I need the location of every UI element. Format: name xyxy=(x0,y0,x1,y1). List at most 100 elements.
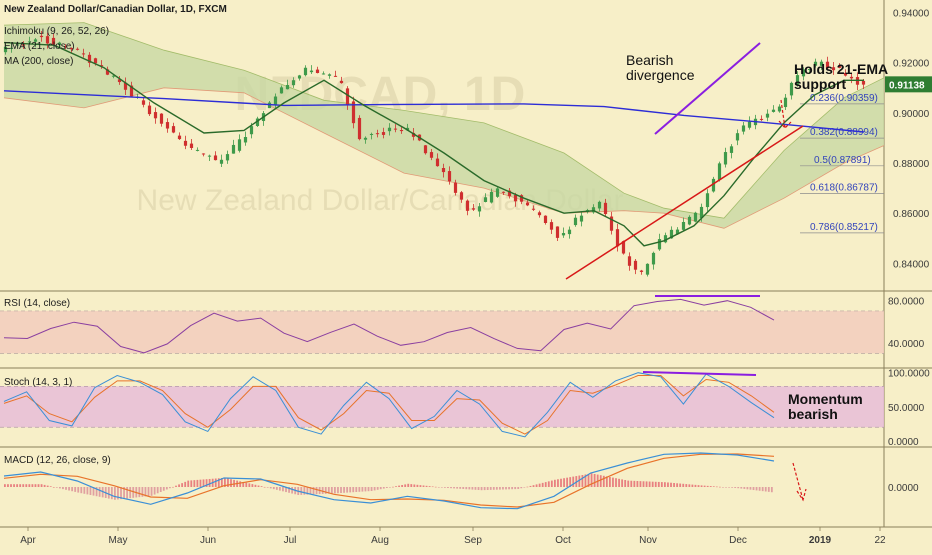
candle-body xyxy=(57,42,62,46)
macd-hist-bar xyxy=(535,484,538,487)
macd-hist-bar xyxy=(77,487,80,493)
candle-body xyxy=(93,58,98,64)
macd-hist-bar xyxy=(385,487,388,488)
macd-hist-bar xyxy=(495,487,498,490)
candle-body xyxy=(675,229,680,235)
candle-body xyxy=(405,127,410,131)
fib-label-1: 0.382(0.88994) xyxy=(810,127,878,138)
x-tick-label-7: Nov xyxy=(639,535,657,546)
candle-body xyxy=(825,61,830,69)
macd-hist-bar xyxy=(309,487,312,495)
candle-body xyxy=(285,85,290,90)
x-tick-label-5: Sep xyxy=(464,535,482,546)
macd-hist-bar xyxy=(471,487,474,490)
macd-hist-bar xyxy=(376,487,379,490)
macd-hist-bar xyxy=(181,483,184,487)
candle-body xyxy=(345,88,350,106)
macd-line xyxy=(3,452,775,510)
macd-hist-bar xyxy=(123,487,125,499)
macd-hist-bar xyxy=(462,487,465,489)
candle-body xyxy=(165,122,170,129)
macd-hist-bar xyxy=(550,480,553,487)
candle-body xyxy=(435,158,440,167)
macd-hist-bar xyxy=(740,487,743,489)
macd-hist-bar xyxy=(489,487,492,490)
macd-hist-bar xyxy=(709,486,712,487)
macd-hist-bar xyxy=(700,485,703,487)
macd-hist-bar xyxy=(46,485,49,487)
candle-body xyxy=(603,202,608,215)
macd-tick-0: 0.0000 xyxy=(888,483,919,494)
macd-hist-bar xyxy=(367,487,370,492)
macd-hist-bar xyxy=(557,479,559,487)
stoch-tick-1: 50.0000 xyxy=(888,403,925,414)
candle-body xyxy=(153,112,158,119)
candle-body xyxy=(111,75,116,77)
macd-hist-bar xyxy=(654,481,657,487)
macd-hist-bar xyxy=(248,483,251,487)
candle-body xyxy=(609,216,614,231)
candle-body xyxy=(171,126,176,133)
candle-body xyxy=(231,144,236,154)
stoch-label: Stoch (14, 3, 1) xyxy=(4,377,72,388)
ichimoku-span-a xyxy=(3,22,885,219)
macd-hist-bar xyxy=(761,487,764,492)
x-tick-label-3: Jul xyxy=(284,535,297,546)
macd-hist-bar xyxy=(337,487,339,494)
candle-body xyxy=(597,201,602,209)
macd-hist-bar xyxy=(379,487,382,490)
macd-hist-bar xyxy=(92,487,95,496)
macd-hist-bar xyxy=(370,487,373,491)
stoch-divergence-line xyxy=(642,371,757,376)
macd-hist-bar xyxy=(676,483,679,487)
y-tick-label-0: 0.94000 xyxy=(893,9,930,20)
candle-body xyxy=(393,128,398,130)
candle-body xyxy=(33,39,38,42)
macd-hist-bar xyxy=(43,484,46,487)
candle-body xyxy=(255,118,260,126)
macd-hist-bar xyxy=(609,477,611,487)
macd-hist-bar xyxy=(324,487,327,494)
candle-body xyxy=(681,221,686,230)
macd-hist-bar xyxy=(193,480,196,487)
candle-body xyxy=(399,129,404,132)
candle-body xyxy=(423,145,428,154)
x-tick-label-4: Aug xyxy=(371,535,389,546)
candle-body xyxy=(513,194,518,202)
macd-hist-bar xyxy=(633,480,636,487)
macd-hist-bar xyxy=(62,487,64,490)
candle-body xyxy=(759,118,764,120)
macd-hist-bar xyxy=(694,484,697,487)
candle-body xyxy=(801,69,806,77)
candle-body xyxy=(27,41,32,43)
candle-body xyxy=(339,80,344,84)
macd-hist-bar xyxy=(364,487,367,492)
macd-label: MACD (12, 26, close, 9) xyxy=(4,455,111,466)
candle-body xyxy=(687,216,692,225)
candle-body xyxy=(123,82,128,90)
candle-body xyxy=(147,105,152,115)
macd-hist-bar xyxy=(499,487,501,490)
candle-body xyxy=(81,53,86,55)
candle-body xyxy=(375,133,380,135)
candle-body xyxy=(843,72,848,76)
macd-hist-bar xyxy=(425,485,428,487)
macd-hist-bar xyxy=(746,487,749,490)
candle-body xyxy=(99,65,104,67)
macd-hist-bar xyxy=(352,487,355,493)
candle-body xyxy=(249,126,254,135)
macd-hist-bar xyxy=(107,487,110,499)
x-tick-label-0: Apr xyxy=(20,535,36,546)
macd-hist-bar xyxy=(547,481,550,487)
candle-body xyxy=(657,239,662,250)
macd-hist-bar xyxy=(34,484,37,487)
macd-hist-bar xyxy=(755,487,758,491)
candle-body xyxy=(705,193,710,208)
candle-body xyxy=(531,208,536,210)
macd-hist-bar xyxy=(129,487,132,499)
macd-hist-bar xyxy=(667,482,669,487)
macd-hist-bar xyxy=(584,474,587,487)
macd-hist-bar xyxy=(165,487,168,490)
macd-hist-bar xyxy=(28,484,31,487)
